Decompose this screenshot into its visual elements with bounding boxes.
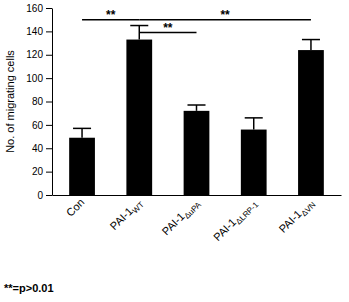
bar bbox=[298, 50, 324, 195]
footnote: **=p>0.01 bbox=[4, 282, 54, 294]
y-tick-mark bbox=[46, 102, 52, 103]
marks bbox=[69, 26, 324, 195]
x-tick-label: PAI-1ΔuPA bbox=[159, 195, 203, 239]
x-tick: PAI-1WT bbox=[108, 195, 146, 234]
y-axis-title: No. of migrating cells bbox=[4, 50, 16, 153]
y-tick: 20 bbox=[32, 166, 52, 177]
error-bar-stem bbox=[81, 128, 83, 137]
x-tick-label: Con bbox=[64, 196, 87, 219]
bar bbox=[241, 130, 267, 195]
bar bbox=[126, 40, 152, 195]
annotations: ** ** ** bbox=[82, 8, 311, 35]
y-tick-mark bbox=[46, 31, 52, 32]
error-bar-cap bbox=[302, 39, 320, 41]
y-tick: 100 bbox=[26, 73, 52, 84]
y-tick: 140 bbox=[26, 26, 52, 37]
chart: 0 20 40 60 80 100 120 140 160 Con PAI-1WT PAI-1ΔuPA… bbox=[0, 0, 349, 302]
y-tick-label: 160 bbox=[26, 3, 43, 14]
significance-label: ** bbox=[106, 8, 116, 22]
y-tick-label: 60 bbox=[32, 120, 44, 131]
x-axis-line bbox=[53, 195, 342, 196]
significance-label: ** bbox=[163, 21, 173, 35]
error-bar bbox=[187, 105, 205, 111]
error-bar-cap bbox=[73, 128, 91, 130]
error-bar bbox=[73, 128, 91, 137]
bar bbox=[69, 138, 95, 195]
y-tick-label: 20 bbox=[32, 166, 44, 177]
y-tick-mark bbox=[46, 8, 52, 9]
x-tick: PAI-1ΔLRP-1 bbox=[211, 195, 261, 245]
x-axis: Con PAI-1WT PAI-1ΔuPAPAI-1ΔLRP-1 PAI-1ΔVN bbox=[53, 195, 342, 245]
y-tick-mark bbox=[46, 125, 52, 126]
y-tick: 160 bbox=[26, 3, 52, 14]
error-bar-stem bbox=[196, 105, 198, 111]
y-tick-label: 80 bbox=[32, 96, 44, 107]
y-tick: 60 bbox=[32, 120, 52, 131]
y-tick: 0 bbox=[37, 190, 52, 201]
y-tick: 120 bbox=[26, 49, 52, 60]
bar bbox=[184, 111, 210, 195]
x-tick-label: PAI-1WT bbox=[108, 196, 146, 234]
x-tick: PAI-1ΔVN bbox=[276, 195, 317, 237]
y-axis-line bbox=[52, 9, 53, 196]
y-tick-mark bbox=[46, 172, 52, 173]
x-tick-label: PAI-1ΔVN bbox=[276, 196, 317, 237]
error-bar-stem bbox=[310, 40, 312, 51]
error-bar-stem bbox=[253, 118, 255, 130]
y-tick-label: 0 bbox=[37, 190, 43, 201]
y-tick-label: 140 bbox=[26, 26, 43, 37]
y-tick-mark bbox=[46, 55, 52, 56]
error-bar-cap bbox=[130, 25, 148, 27]
error-bar-cap bbox=[187, 104, 205, 106]
error-bar bbox=[302, 40, 320, 51]
y-tick-label: 40 bbox=[32, 143, 44, 154]
y-tick-label: 100 bbox=[26, 73, 43, 84]
x-tick-label: PAI-1ΔLRP-1 bbox=[211, 196, 261, 246]
x-tick: PAI-1ΔuPA bbox=[159, 195, 203, 239]
y-tick: 80 bbox=[32, 96, 52, 107]
error-bar bbox=[245, 118, 263, 130]
significance-label: ** bbox=[220, 8, 230, 22]
y-tick-label: 120 bbox=[26, 49, 43, 60]
y-axis: 0 20 40 60 80 100 120 140 160 bbox=[26, 3, 52, 201]
y-tick-mark bbox=[46, 195, 52, 196]
plot: 0 20 40 60 80 100 120 140 160 Con PAI-1WT PAI-1ΔuPA… bbox=[26, 3, 341, 246]
y-tick: 40 bbox=[32, 143, 52, 154]
x-tick: Con bbox=[64, 195, 87, 219]
y-tick-mark bbox=[46, 78, 52, 79]
error-bar-cap bbox=[245, 117, 263, 119]
y-tick-mark bbox=[46, 148, 52, 149]
